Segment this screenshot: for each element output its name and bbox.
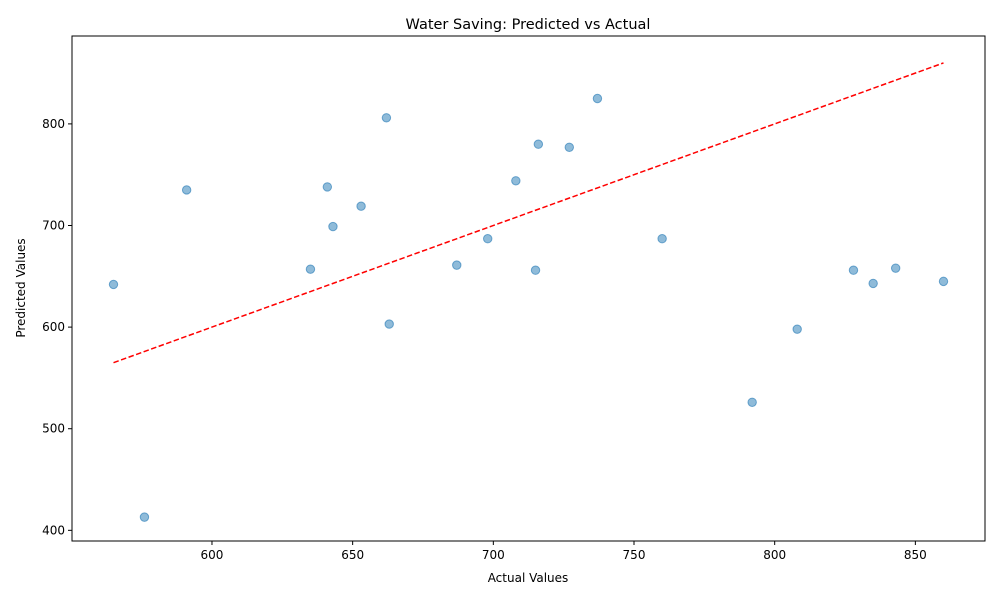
x-tick-label-600: 600 (201, 548, 224, 562)
x-tick-label-700: 700 (482, 548, 505, 562)
data-point-20 (868, 278, 878, 289)
data-point-13 (533, 139, 544, 149)
data-point-10 (483, 234, 493, 244)
data-point-11 (511, 176, 521, 186)
y-tick-label-600: 600 (42, 320, 65, 334)
data-point-19 (848, 265, 859, 275)
data-point-3 (305, 264, 316, 274)
y-axis-ticks: 400 500 600 700 800 (42, 117, 72, 537)
y-tick-label-800: 800 (42, 117, 65, 131)
x-axis-ticks: 600 650 700 750 800 850 (201, 541, 927, 562)
data-point-22 (938, 276, 949, 287)
plot-area (72, 36, 985, 541)
data-point-7 (381, 113, 392, 123)
data-point-16 (657, 234, 667, 244)
data-point-4 (322, 182, 333, 192)
x-tick-label-800: 800 (763, 548, 786, 562)
y-tick-label-400: 400 (42, 523, 65, 537)
data-point-18 (792, 324, 802, 334)
chart-title: Water Saving: Predicted vs Actual (406, 17, 651, 33)
y-axis-label: Predicted Values (14, 238, 28, 337)
data-point-0 (108, 279, 119, 290)
x-tick-label-850: 850 (904, 548, 927, 562)
x-tick-label-750: 750 (623, 548, 646, 562)
reference-line-layer (113, 62, 944, 364)
x-axis-label: Actual Values (488, 571, 569, 585)
plot-frame (71, 35, 986, 542)
data-point-21 (890, 263, 901, 273)
data-point-14 (564, 142, 574, 152)
y-tick-label-700: 700 (42, 219, 65, 233)
reference-line (113, 62, 944, 364)
data-point-12 (530, 265, 541, 275)
data-points (108, 93, 949, 522)
x-tick-label-650: 650 (341, 548, 364, 562)
y-tick-label-500: 500 (42, 422, 65, 436)
data-point-6 (356, 201, 366, 211)
data-point-15 (592, 93, 603, 104)
data-point-9 (452, 260, 462, 270)
data-point-17 (747, 397, 757, 408)
data-point-5 (328, 221, 338, 232)
data-point-2 (181, 185, 192, 195)
data-point-1 (139, 512, 150, 522)
data-point-8 (384, 319, 394, 329)
